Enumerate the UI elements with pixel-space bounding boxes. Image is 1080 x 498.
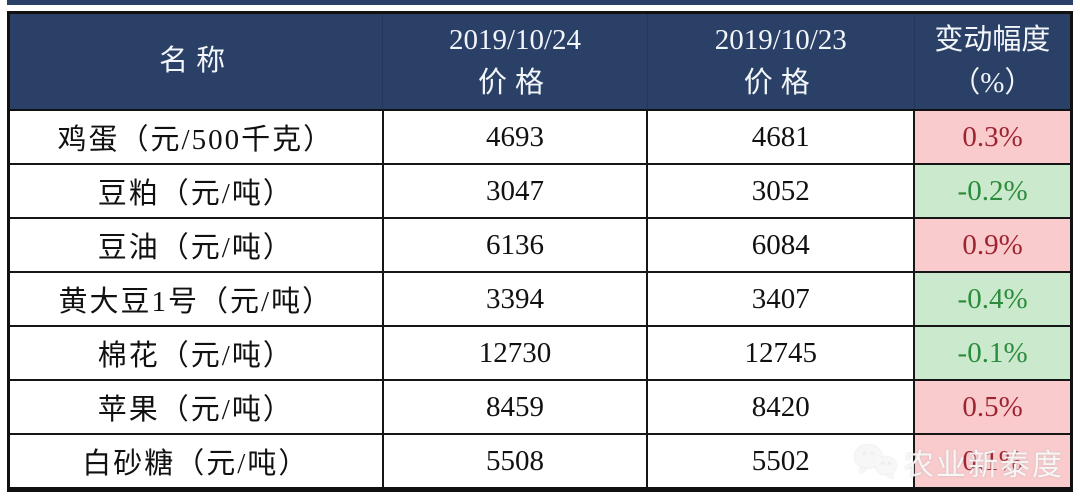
price-cell: 8420 bbox=[646, 379, 916, 435]
col-header-change-line2: （%） bbox=[951, 66, 1034, 99]
col-header-date2-line2: 价格 bbox=[743, 66, 818, 99]
name-cell: 豆粕（元/吨） bbox=[7, 163, 384, 219]
price-cell: 4681 bbox=[646, 109, 916, 165]
col-header-name: 名称 bbox=[7, 12, 384, 111]
name-cell: 豆油（元/吨） bbox=[7, 217, 384, 273]
cropped-top-border bbox=[7, 0, 1073, 5]
price-cell: 5502 bbox=[646, 433, 916, 491]
name-cell: 白砂糖（元/吨） bbox=[7, 433, 384, 491]
col-header-date1: 2019/10/24 价格 bbox=[382, 12, 648, 111]
table-row: 棉花（元/吨） 12730 12745 -0.1% bbox=[7, 325, 1073, 381]
col-header-date1-line2: 价格 bbox=[478, 66, 553, 99]
price-cell: 3394 bbox=[381, 271, 649, 327]
table-row: 豆粕（元/吨） 3047 3052 -0.2% bbox=[7, 163, 1073, 219]
table-row: 黄大豆1号（元/吨） 3394 3407 -0.4% bbox=[7, 271, 1073, 327]
table-row: 豆油（元/吨） 6136 6084 0.9% bbox=[7, 217, 1073, 273]
price-cell: 6084 bbox=[646, 217, 916, 273]
name-cell: 黄大豆1号（元/吨） bbox=[7, 271, 384, 327]
name-cell: 鸡蛋（元/500千克） bbox=[7, 109, 384, 165]
change-cell: -0.4% bbox=[913, 271, 1073, 327]
price-cell: 3047 bbox=[381, 163, 649, 219]
change-cell: 0.5% bbox=[913, 379, 1073, 435]
change-cell: 0.3% bbox=[913, 109, 1073, 165]
price-cell: 8459 bbox=[381, 379, 649, 435]
col-header-name-label: 名称 bbox=[159, 45, 234, 78]
table-row: 白砂糖（元/吨） 5508 5502 0.1% bbox=[7, 433, 1073, 491]
col-header-date1-line1: 2019/10/24 bbox=[448, 24, 582, 57]
price-cell: 3052 bbox=[646, 163, 916, 219]
col-header-change-line1: 变动幅度 bbox=[934, 24, 1051, 57]
price-cell: 12745 bbox=[646, 325, 916, 381]
table-row: 苹果（元/吨） 8459 8420 0.5% bbox=[7, 379, 1073, 435]
col-header-date2-line1: 2019/10/23 bbox=[714, 24, 847, 57]
price-cell: 6136 bbox=[381, 217, 649, 273]
price-cell: 5508 bbox=[381, 433, 649, 491]
col-header-date2: 2019/10/23 价格 bbox=[646, 12, 915, 111]
name-cell: 苹果（元/吨） bbox=[7, 379, 384, 435]
change-cell: 0.1% bbox=[913, 433, 1073, 491]
table-row: 鸡蛋（元/500千克） 4693 4681 0.3% bbox=[7, 109, 1073, 165]
name-cell: 棉花（元/吨） bbox=[7, 325, 384, 381]
price-table: 名称 2019/10/24 价格 2019/10/23 价格 变动幅度 （%） … bbox=[7, 11, 1073, 492]
change-cell: -0.1% bbox=[913, 325, 1073, 381]
change-cell: 0.9% bbox=[913, 217, 1073, 273]
price-cell: 3407 bbox=[646, 271, 916, 327]
change-cell: -0.2% bbox=[913, 163, 1073, 219]
price-cell: 12730 bbox=[381, 325, 649, 381]
col-header-change: 变动幅度 （%） bbox=[913, 12, 1073, 111]
price-cell: 4693 bbox=[381, 109, 649, 165]
table-header-row: 名称 2019/10/24 价格 2019/10/23 价格 变动幅度 （%） bbox=[7, 12, 1073, 111]
